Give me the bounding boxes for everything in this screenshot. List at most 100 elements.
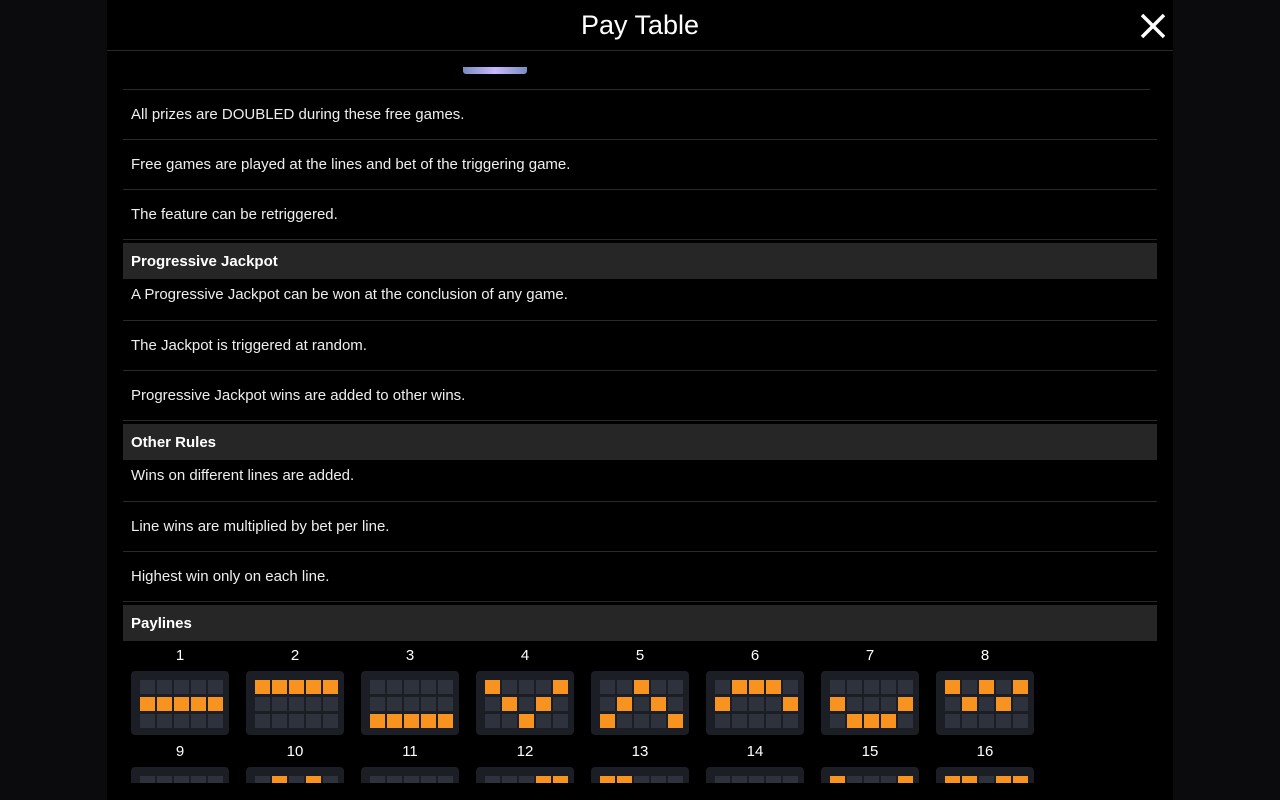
payline-pattern xyxy=(246,671,344,735)
payline-cell xyxy=(962,680,977,694)
payline-cell xyxy=(370,776,385,783)
payline-cell xyxy=(485,697,500,711)
payline-cell-active xyxy=(272,680,287,694)
payline-cell xyxy=(519,697,534,711)
payline-cell xyxy=(404,680,419,694)
payline-cell xyxy=(979,714,994,728)
payline: 12 xyxy=(476,737,574,783)
payline-cell-active xyxy=(306,680,321,694)
payline-cell-active xyxy=(1013,776,1028,783)
payline-cell xyxy=(651,776,666,783)
payline-cell xyxy=(323,714,338,728)
payline-cell-active xyxy=(996,776,1011,783)
rule-text: A Progressive Jackpot can be won at the … xyxy=(131,286,568,303)
payline-cell xyxy=(323,776,338,783)
payline-cell xyxy=(830,714,845,728)
payline-cell xyxy=(485,714,500,728)
payline-label: 3 xyxy=(405,647,415,664)
payline-cell xyxy=(617,680,632,694)
rule-item: Progressive Jackpot wins are added to ot… xyxy=(123,371,1157,421)
payline-cell-active xyxy=(668,714,683,728)
payline: 9 xyxy=(131,737,229,783)
payline: 11 xyxy=(361,737,459,783)
payline: 16 xyxy=(936,737,1034,783)
payline-cell xyxy=(157,776,172,783)
symbol-image xyxy=(463,67,527,74)
rule-text: Progressive Jackpot wins are added to ot… xyxy=(131,387,466,404)
payline: 10 xyxy=(246,737,344,783)
payline-cell xyxy=(600,697,615,711)
payline-cell xyxy=(715,776,730,783)
payline-label: 10 xyxy=(286,743,304,760)
payline-cell-active xyxy=(945,680,960,694)
payline: 15 xyxy=(821,737,919,783)
payline-cell-active xyxy=(898,776,913,783)
payline-cell-active xyxy=(438,714,453,728)
payline-label: 2 xyxy=(290,647,300,664)
payline-cell xyxy=(766,714,781,728)
header: Pay Table xyxy=(107,0,1173,51)
payline-cell xyxy=(208,714,223,728)
payline-cell xyxy=(651,680,666,694)
image-strip xyxy=(123,51,1150,90)
payline-cell-active xyxy=(766,680,781,694)
payline-cell xyxy=(438,776,453,783)
payline-cell xyxy=(174,714,189,728)
payline-pattern xyxy=(591,767,689,783)
payline-cell xyxy=(404,776,419,783)
payline-pattern xyxy=(821,767,919,783)
payline-cell xyxy=(536,680,551,694)
payline-cell-active xyxy=(485,680,500,694)
payline-cell-active xyxy=(945,776,960,783)
payline-cell xyxy=(157,714,172,728)
payline-cell xyxy=(864,680,879,694)
payline: 4 xyxy=(476,641,574,737)
payline-cell xyxy=(553,714,568,728)
payline-label: 4 xyxy=(520,647,530,664)
payline-cell-active xyxy=(536,776,551,783)
payline-cell xyxy=(370,680,385,694)
pay-table-panel: Pay Table xyxy=(107,0,1173,800)
payline-cell-active xyxy=(323,680,338,694)
payline-cell-active xyxy=(536,697,551,711)
payline-cell xyxy=(502,680,517,694)
payline-cell-active xyxy=(979,680,994,694)
payline-cell-active xyxy=(783,697,798,711)
payline-cell xyxy=(387,697,402,711)
content: All prizes are DOUBLED during these free… xyxy=(123,51,1157,783)
rule-text: The Jackpot is triggered at random. xyxy=(131,337,367,354)
payline-cell xyxy=(502,776,517,783)
payline-cell-active xyxy=(962,776,977,783)
title: Pay Table xyxy=(580,10,700,40)
rule-text: The feature can be retriggered. xyxy=(131,206,338,223)
payline-cell xyxy=(421,680,436,694)
payline-cell xyxy=(783,776,798,783)
rule-item: Highest win only on each line. xyxy=(123,552,1157,602)
payline-label: 11 xyxy=(402,743,418,760)
payline-cell xyxy=(174,776,189,783)
payline-label: 14 xyxy=(746,743,764,760)
payline-cell-active xyxy=(830,697,845,711)
payline-cell xyxy=(715,714,730,728)
payline-label: 8 xyxy=(980,647,990,664)
payline: 8 xyxy=(936,641,1034,737)
payline-cell xyxy=(898,714,913,728)
payline-cell xyxy=(979,697,994,711)
payline-cell xyxy=(553,697,568,711)
payline-cell xyxy=(255,697,270,711)
rule-item: All prizes are DOUBLED during these free… xyxy=(123,90,1157,140)
payline-pattern xyxy=(936,767,1034,783)
rule-item: The feature can be retriggered. xyxy=(123,190,1157,240)
payline-cell-active xyxy=(370,714,385,728)
payline-cell xyxy=(749,714,764,728)
payline-cell xyxy=(634,714,649,728)
payline: 14 xyxy=(706,737,804,783)
payline-cell-active xyxy=(996,697,1011,711)
close-button[interactable] xyxy=(1140,13,1166,39)
payline-cell xyxy=(323,697,338,711)
payline-cell-active xyxy=(140,697,155,711)
payline-cell-active xyxy=(306,776,321,783)
payline-cell xyxy=(634,697,649,711)
payline-cell-active xyxy=(404,714,419,728)
